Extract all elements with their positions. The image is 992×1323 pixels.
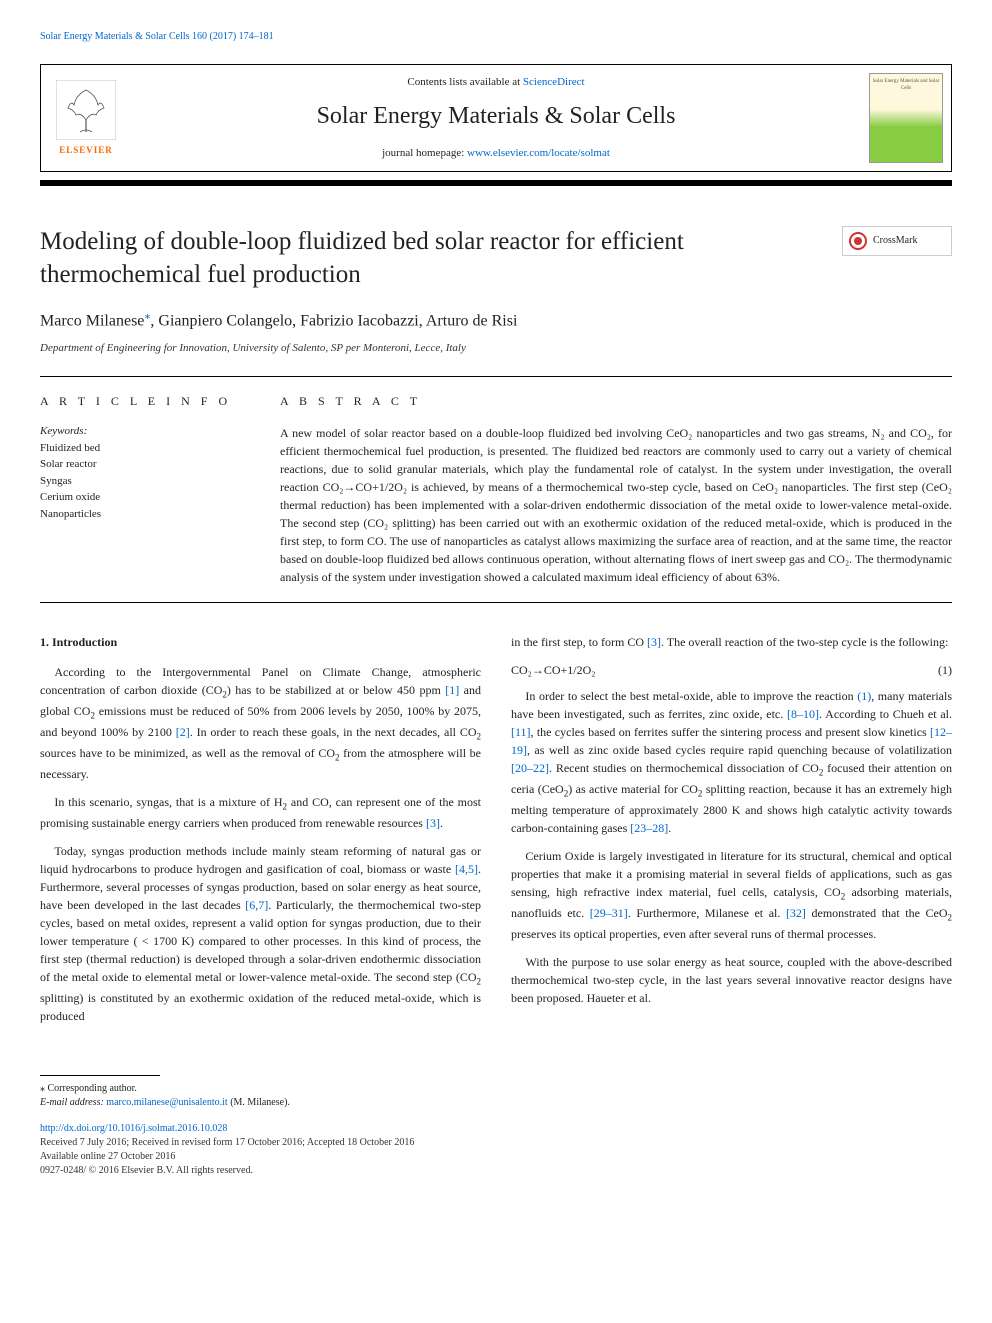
body-paragraph: In this scenario, syngas, that is a mixt… [40, 793, 481, 832]
crossmark-label: CrossMark [873, 234, 917, 248]
homepage-line: journal homepage: www.elsevier.com/locat… [131, 146, 861, 161]
footnote-separator [40, 1075, 160, 1076]
body-paragraph: in the first step, to form CO [3]. The o… [511, 633, 952, 651]
article-title: Modeling of double-loop fluidized bed so… [40, 226, 842, 291]
equation-text: CO₂→CO+1/2O₂ [511, 661, 595, 679]
keyword-item: Nanoparticles [40, 506, 240, 523]
journal-homepage-link[interactable]: www.elsevier.com/locate/solmat [467, 147, 610, 159]
ref-link[interactable]: [20–22] [511, 761, 549, 775]
corresponding-email-link[interactable]: marco.milanese@unisalento.it [106, 1097, 227, 1108]
email-suffix: (M. Milanese). [228, 1097, 290, 1108]
abstract-text: A new model of solar reactor based on a … [280, 424, 952, 586]
ref-link[interactable]: [1] [445, 683, 459, 697]
footnotes-block: ⁎ Corresponding author. E-mail address: … [40, 1082, 952, 1110]
affiliation: Department of Engineering for Innovation… [40, 341, 952, 356]
keywords-label: Keywords: [40, 424, 240, 439]
keywords-list: Fluidized bed Solar reactor Syngas Ceriu… [40, 440, 240, 523]
corresponding-author-note: ⁎ Corresponding author. [40, 1082, 952, 1096]
header-underline-bar [40, 180, 952, 186]
ref-link[interactable]: [32] [786, 906, 806, 920]
body-paragraph: Cerium Oxide is largely investigated in … [511, 847, 952, 943]
elsevier-wordmark: ELSEVIER [59, 144, 113, 157]
journal-header: ELSEVIER Contents lists available at Sci… [40, 64, 952, 172]
divider-bottom [40, 602, 952, 603]
copyright-line: 0927-0248/ © 2016 Elsevier B.V. All righ… [40, 1164, 952, 1178]
ref-link[interactable]: [12–19] [511, 725, 952, 757]
email-line: E-mail address: marco.milanese@unisalent… [40, 1096, 952, 1110]
cover-title-text: Solar Energy Materials and Solar Cells [870, 74, 942, 92]
equation-number: (1) [938, 661, 952, 679]
column-left: 1. Introduction According to the Intergo… [40, 633, 481, 1034]
divider-top [40, 376, 952, 377]
ref-link[interactable]: [6,7] [245, 898, 268, 912]
email-label: E-mail address: [40, 1097, 106, 1108]
body-paragraph: According to the Intergovernmental Panel… [40, 663, 481, 783]
column-right: in the first step, to form CO [3]. The o… [511, 633, 952, 1034]
keyword-item: Solar reactor [40, 456, 240, 473]
homepage-prefix: journal homepage: [382, 147, 467, 159]
authors-rest: , Gianpiero Colangelo, Fabrizio Iacobazz… [150, 313, 517, 330]
ref-link[interactable]: [11] [511, 725, 531, 739]
author-corresponding: Marco Milanese [40, 313, 144, 330]
top-citation-link[interactable]: Solar Energy Materials & Solar Cells 160… [40, 30, 952, 44]
ref-link[interactable]: [3] [647, 635, 661, 649]
authors-line: Marco Milanese⁎, Gianpiero Colangelo, Fa… [40, 307, 952, 333]
abstract-block: A B S T R A C T A new model of solar rea… [280, 393, 952, 586]
journal-name: Solar Energy Materials & Solar Cells [131, 100, 861, 134]
equation-row: CO₂→CO+1/2O₂ (1) [511, 661, 952, 679]
body-paragraph: Today, syngas production methods include… [40, 842, 481, 1025]
crossmark-badge[interactable]: CrossMark [842, 226, 952, 256]
contents-available-line: Contents lists available at ScienceDirec… [131, 75, 861, 90]
journal-cover: Solar Energy Materials and Solar Cells [861, 65, 951, 171]
body-paragraph: With the purpose to use solar energy as … [511, 953, 952, 1007]
article-info-heading: A R T I C L E I N F O [40, 393, 240, 410]
keyword-item: Syngas [40, 473, 240, 490]
body-paragraph: In order to select the best metal-oxide,… [511, 687, 952, 837]
available-online: Available online 27 October 2016 [40, 1150, 952, 1164]
ref-link[interactable]: [8–10] [787, 707, 819, 721]
article-info-block: A R T I C L E I N F O Keywords: Fluidize… [40, 393, 240, 586]
ref-link[interactable]: [2] [176, 725, 190, 739]
ref-link[interactable]: [4,5] [455, 862, 478, 876]
keyword-item: Cerium oxide [40, 489, 240, 506]
crossmark-icon [849, 232, 867, 250]
publication-dates: Received 7 July 2016; Received in revise… [40, 1136, 952, 1150]
ref-link[interactable]: [3] [426, 816, 440, 830]
eq-ref-link[interactable]: (1) [857, 689, 871, 703]
keyword-item: Fluidized bed [40, 440, 240, 457]
contents-prefix: Contents lists available at [407, 76, 522, 88]
abstract-heading: A B S T R A C T [280, 393, 952, 410]
ref-link[interactable]: [29–31] [590, 906, 628, 920]
elsevier-logo: ELSEVIER [41, 65, 131, 171]
ref-link[interactable]: [23–28] [630, 821, 668, 835]
section-1-heading: 1. Introduction [40, 633, 481, 651]
sciencedirect-link[interactable]: ScienceDirect [523, 76, 585, 88]
body-columns: 1. Introduction According to the Intergo… [40, 633, 952, 1034]
doi-link[interactable]: http://dx.doi.org/10.1016/j.solmat.2016.… [40, 1122, 952, 1136]
elsevier-tree-icon [56, 80, 116, 140]
